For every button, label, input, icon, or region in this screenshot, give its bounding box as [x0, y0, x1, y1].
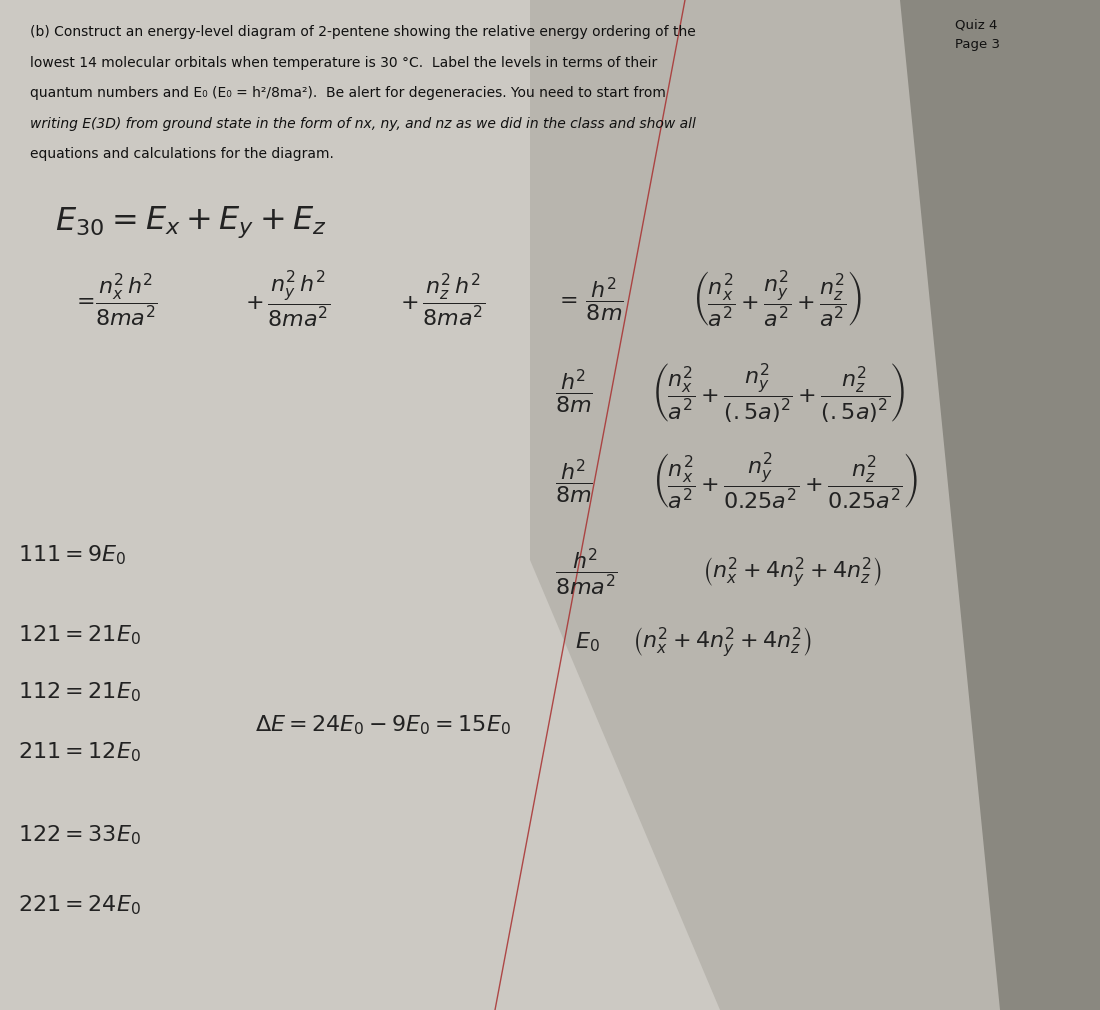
Text: equations and calculations for the diagram.: equations and calculations for the diagr…: [30, 147, 334, 161]
Text: Quiz 4: Quiz 4: [955, 18, 998, 31]
Text: $121 = 21E_0$: $121 = 21E_0$: [18, 623, 141, 646]
Text: lowest 14 molecular orbitals when temperature is 30 °C.  Label the levels in ter: lowest 14 molecular orbitals when temper…: [30, 56, 658, 70]
Text: $\dfrac{h^2}{8m}$: $\dfrac{h^2}{8m}$: [556, 458, 593, 506]
Text: $+\,\dfrac{n_y^2\,h^2}{8ma^2}$: $+\,\dfrac{n_y^2\,h^2}{8ma^2}$: [245, 270, 330, 330]
Polygon shape: [530, 0, 1100, 1010]
Text: $\dfrac{h^2}{8ma^2}$: $\dfrac{h^2}{8ma^2}$: [556, 546, 618, 598]
Text: $\!\left(\dfrac{n_x^2}{a^2}+\dfrac{n_y^2}{0.25a^2}+\dfrac{n_z^2}{0.25a^2}\right): $\!\left(\dfrac{n_x^2}{a^2}+\dfrac{n_y^2…: [654, 451, 917, 512]
Text: $\dfrac{n_x^2\,h^2}{8ma^2}$: $\dfrac{n_x^2\,h^2}{8ma^2}$: [95, 271, 158, 329]
Text: $\dfrac{h^2}{8m}$: $\dfrac{h^2}{8m}$: [556, 368, 593, 416]
Text: writing E(3D) from ground state in the form of nx, ny, and nz as we did in the c: writing E(3D) from ground state in the f…: [30, 116, 696, 130]
Text: $\!\left(n_x^2+4n_y^2+4n_z^2\right)$: $\!\left(n_x^2+4n_y^2+4n_z^2\right)$: [705, 556, 881, 589]
Text: $211 = 12E_0$: $211 = 12E_0$: [18, 740, 141, 764]
Text: $221 = 24E_0$: $221 = 24E_0$: [18, 893, 141, 917]
Text: $E_x + E_y + E_z$: $E_x + E_y + E_z$: [145, 204, 327, 239]
Text: $\!\left(\dfrac{n_x^2}{a^2}+\dfrac{n_y^2}{(.5a)^2}+\dfrac{n_z^2}{(.5a)^2}\right): $\!\left(\dfrac{n_x^2}{a^2}+\dfrac{n_y^2…: [654, 361, 905, 423]
Text: $122 = 33E_0$: $122 = 33E_0$: [18, 823, 141, 846]
Polygon shape: [900, 0, 1100, 1010]
Text: $112 = 21E_0$: $112 = 21E_0$: [18, 680, 141, 704]
Text: $E_0$: $E_0$: [575, 630, 600, 653]
Text: $\!\left(\dfrac{n_x^2}{a^2}+\dfrac{n_y^2}{a^2}+\dfrac{n_z^2}{a^2}\right)$: $\!\left(\dfrac{n_x^2}{a^2}+\dfrac{n_y^2…: [695, 270, 862, 330]
Text: $+\,\dfrac{n_z^2\,h^2}{8ma^2}$: $+\,\dfrac{n_z^2\,h^2}{8ma^2}$: [400, 271, 485, 329]
Text: quantum numbers and E₀ (E₀ = h²/8ma²).  Be alert for degeneracies. You need to s: quantum numbers and E₀ (E₀ = h²/8ma²). B…: [30, 86, 666, 100]
Text: $111 = 9E_0$: $111 = 9E_0$: [18, 543, 126, 567]
Text: $\!\left(n_x^2+4n_y^2+4n_z^2\right)$: $\!\left(n_x^2+4n_y^2+4n_z^2\right)$: [635, 625, 812, 659]
Text: $=$: $=$: [104, 203, 136, 234]
Text: $\Delta E = 24E_0 - 9E_0 = 15E_0$: $\Delta E = 24E_0 - 9E_0 = 15E_0$: [255, 713, 510, 737]
Text: $=$: $=$: [72, 290, 95, 310]
Text: $=\,\dfrac{h^2}{8m}$: $=\,\dfrac{h^2}{8m}$: [556, 276, 624, 324]
Text: (b) Construct an energy-level diagram of 2-pentene showing the relative energy o: (b) Construct an energy-level diagram of…: [30, 25, 695, 39]
Text: Page 3: Page 3: [955, 38, 1000, 51]
Text: $E_{30}$: $E_{30}$: [55, 206, 104, 238]
